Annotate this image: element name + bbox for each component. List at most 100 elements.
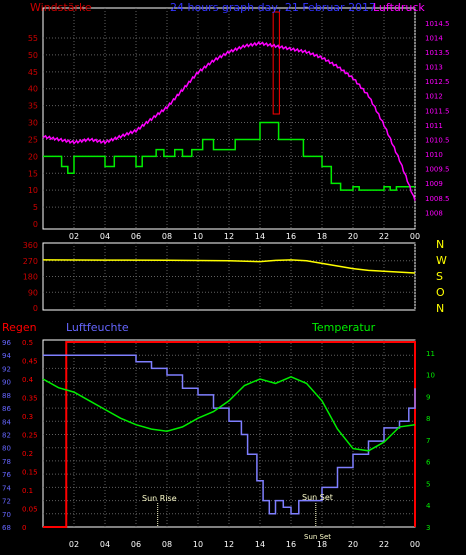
compass-letter: O	[436, 286, 445, 299]
wind-tick-label: 5	[33, 203, 38, 212]
chart-title: 24 hours graph day, 21 Februar 2017	[170, 1, 376, 14]
compass-letter: N	[436, 238, 444, 251]
humidity-axis-label: Luftfeuchte	[66, 321, 129, 334]
rain-tick-label: 0.05	[22, 506, 38, 514]
temperature-tick-label: 6	[426, 459, 431, 467]
time-tick-label: 12	[224, 232, 234, 241]
wind-axis-ticks: 0 5 10 15 20 25 30 35 40 45 50 55	[28, 34, 38, 229]
humidity-tick-label: 88	[2, 392, 11, 400]
time-tick-label: 08	[162, 232, 172, 241]
pressure-tick-label: 1014.5	[425, 20, 450, 28]
rain-tick-label: 0.4	[22, 376, 34, 384]
pressure-tick-label: 1010	[425, 151, 443, 159]
rain-tick-label: 0.5	[22, 339, 33, 347]
humidity-tick-label: 86	[2, 405, 11, 413]
rain-tick-label: 0.15	[22, 469, 38, 477]
time-tick-label: 16	[286, 232, 296, 241]
sun-rise-label: Sun Rise	[142, 494, 177, 503]
time-tick-label: 14	[255, 540, 265, 549]
humidity-axis-ticks: 68 70 72 74 76 78 80 82 84 86 88 90 92 94 96	[2, 339, 11, 532]
pressure-axis-label: Luftdruck	[373, 1, 425, 14]
humidity-tick-label: 96	[2, 339, 11, 347]
time-tick-label: 18	[317, 232, 327, 241]
time-tick-label: 10	[193, 232, 203, 241]
temperature-tick-label: 10	[426, 372, 435, 380]
sun-set-label: Sun Set	[302, 493, 333, 502]
humidity-line	[43, 354, 416, 515]
time-tick-label: 08	[162, 540, 172, 549]
rain-tick-label: 0.45	[22, 358, 38, 366]
wind-axis-label: Windstärke	[30, 1, 92, 14]
humidity-tick-label: 90	[2, 379, 11, 387]
pressure-tick-label: 1008	[425, 209, 443, 217]
time-tick-label: 06	[131, 232, 141, 241]
wind-direction-line	[42, 259, 416, 274]
pressure-tick-label: 1008.5	[425, 195, 450, 203]
wind-tick-label: 45	[28, 68, 38, 77]
pressure-tick-label: 1011	[425, 122, 443, 130]
humidity-tick-label: 70	[2, 511, 11, 519]
direction-tick-label: 180	[23, 273, 38, 282]
wind-tick-label: 30	[28, 119, 38, 128]
time-tick-label: 02	[69, 540, 79, 549]
time-tick-label: 02	[69, 232, 79, 241]
sun-set-label-bottom: Sun Set	[304, 533, 331, 541]
wind-pressure-grid	[43, 8, 416, 229]
compass-letter: W	[436, 254, 447, 267]
wind-tick-label: 35	[28, 102, 38, 111]
wind-tick-label: 0	[33, 220, 38, 229]
pressure-line	[42, 40, 416, 201]
rain-tick-label: 0.35	[22, 395, 38, 403]
pressure-tick-label: 1013	[425, 64, 443, 72]
time-tick-label: 10	[193, 540, 203, 549]
wind-tick-label: 20	[28, 152, 38, 161]
temperature-axis-ticks: 3 4 5 6 7 8 9 10 11	[426, 350, 435, 532]
temperature-tick-label: 7	[426, 437, 430, 445]
humidity-tick-label: 72	[2, 498, 11, 506]
direction-tick-label: 0	[33, 304, 38, 313]
pressure-tick-label: 1014	[425, 34, 443, 42]
wind-tick-label: 25	[28, 135, 38, 144]
time-tick-label: 22	[379, 232, 389, 241]
time-axis-ticks-bottom: 02 04 06 08 10 12 14 16 18 20 22 00	[69, 540, 420, 549]
pressure-tick-label: 1012	[425, 93, 443, 101]
temperature-tick-label: 11	[426, 350, 435, 358]
wind-tick-label: 55	[28, 34, 38, 43]
wind-direction-series	[42, 259, 416, 274]
humidity-tick-label: 68	[2, 524, 11, 532]
time-tick-label: 06	[131, 540, 141, 549]
time-tick-label: 18	[317, 540, 327, 549]
wind-direction-grid	[43, 243, 416, 310]
pressure-peak-marker	[272, 11, 280, 115]
compass-letter: N	[436, 302, 444, 315]
temperature-tick-label: 8	[426, 415, 430, 423]
humidity-tick-label: 82	[2, 432, 11, 440]
rain-tick-label: 0.3	[22, 413, 33, 421]
humidity-tick-label: 80	[2, 445, 11, 453]
compass-letter: S	[436, 270, 443, 283]
wind-pressure-series	[42, 11, 416, 201]
humidity-tick-label: 76	[2, 471, 11, 479]
pressure-axis-ticks: 1008 1008.5 1009 1009.5 1010 1010.5 1011 1011.5…	[425, 20, 450, 218]
time-axis-ticks-top: 02 04 06 08 10 12 14 16 18 20 22 00	[69, 232, 420, 241]
rain-axis-ticks: 0 0.05 0.1 0.15 0.2 0.25 0.3 0.35 0.4 0.45 0.5	[22, 339, 38, 532]
pressure-tick-label: 1009.5	[425, 166, 450, 174]
time-tick-label: 00	[410, 232, 420, 241]
temperature-line	[42, 375, 416, 452]
time-tick-label: 22	[379, 540, 389, 549]
time-tick-label: 16	[286, 540, 296, 549]
pressure-tick-label: 1009	[425, 180, 443, 188]
direction-tick-label: 90	[28, 288, 38, 297]
temperature-tick-label: 9	[426, 393, 430, 401]
pressure-tick-label: 1010.5	[425, 136, 450, 144]
humidity-tick-label: 94	[2, 352, 11, 360]
rain-tick-label: 0.2	[22, 450, 33, 458]
humidity-tick-label: 92	[2, 365, 11, 373]
humidity-tick-label: 74	[2, 484, 11, 492]
temperature-axis-label: Temperatur	[311, 321, 376, 334]
time-tick-label: 04	[100, 232, 110, 241]
pressure-tick-label: 1012.5	[425, 78, 450, 86]
